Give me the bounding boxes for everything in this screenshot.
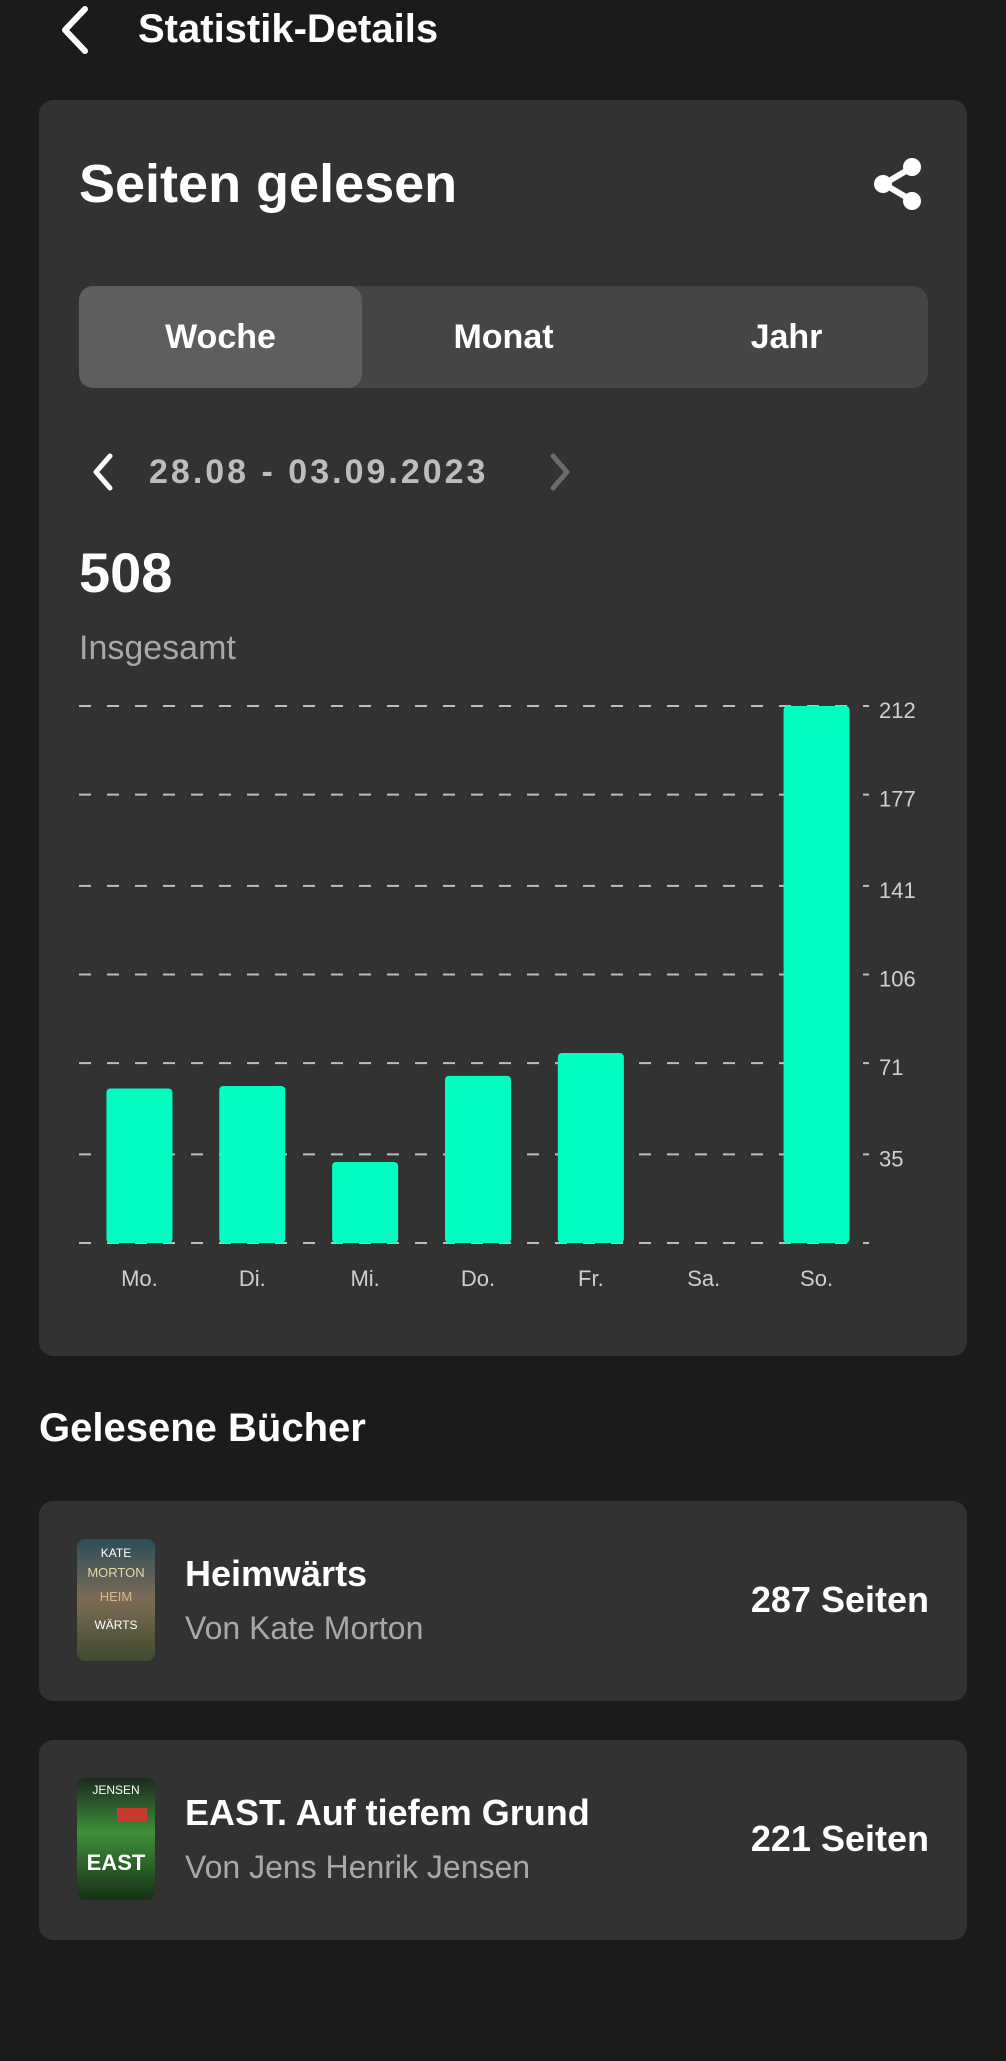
next-period-button[interactable] <box>540 446 580 498</box>
page-title: Statistik-Details <box>138 7 439 51</box>
x-tick-label: So. <box>800 1266 833 1291</box>
share-icon <box>874 158 921 210</box>
cover-text: WÄRTS <box>94 1618 137 1632</box>
chevron-left-icon <box>93 453 113 491</box>
cover-text: MORTON <box>87 1565 144 1580</box>
book-item[interactable]: JENSEN EAST EAST. Auf tiefem Grund Von J… <box>39 1740 967 1940</box>
cover-text: JENSEN <box>92 1783 139 1797</box>
x-tick-label: Mo. <box>121 1266 158 1291</box>
chart-bar <box>219 1085 286 1243</box>
cover-text: KATE <box>101 1546 131 1560</box>
share-button[interactable] <box>871 156 927 212</box>
y-tick-label: 177 <box>879 787 916 812</box>
pages-read-card: Seiten gelesen Woche Monat Jahr 28.08 - … <box>39 100 967 1356</box>
back-button[interactable] <box>50 2 100 58</box>
x-tick-label: Do. <box>461 1266 495 1291</box>
book-title: EAST. Auf tiefem Grund <box>185 1792 590 1833</box>
y-tick-label: 106 <box>879 967 916 992</box>
tab-monat[interactable]: Monat <box>453 317 554 356</box>
x-tick-label: Mi. <box>350 1266 379 1291</box>
books-section-title: Gelesene Bücher <box>39 1406 366 1450</box>
y-tick-label: 141 <box>879 878 916 903</box>
total-value: 508 <box>79 541 173 604</box>
x-tick-label: Fr. <box>578 1266 604 1291</box>
chart-bar <box>106 1088 173 1243</box>
chart-bar <box>557 1053 624 1243</box>
card-title: Seiten gelesen <box>79 154 458 214</box>
previous-period-button[interactable] <box>83 446 123 498</box>
x-tick-label: Di. <box>239 1266 266 1291</box>
chart-bar <box>445 1075 511 1243</box>
cover-text: EAST <box>87 1850 146 1875</box>
book-author: Von Jens Henrik Jensen <box>185 1849 531 1885</box>
cover-text: HEIM <box>100 1589 133 1604</box>
y-tick-label: 71 <box>879 1055 903 1080</box>
book-title: Heimwärts <box>185 1553 368 1594</box>
y-tick-label: 35 <box>879 1146 903 1171</box>
book-cover: KATE MORTON HEIM WÄRTS <box>77 1539 155 1661</box>
period-tabs: Woche Monat Jahr <box>79 286 928 388</box>
top-bar: Statistik-Details <box>0 0 1006 60</box>
book-pages: 221 Seiten <box>750 1818 929 1859</box>
book-author: Von Kate Morton <box>185 1610 424 1646</box>
date-range: 28.08 - 03.09.2023 <box>149 453 489 491</box>
book-pages: 287 Seiten <box>750 1579 929 1620</box>
chevron-left-icon <box>62 6 88 54</box>
book-item[interactable]: KATE MORTON HEIM WÄRTS Heimwärts Von Kat… <box>39 1501 967 1701</box>
x-tick-label: Sa. <box>687 1266 720 1291</box>
y-tick-label: 212 <box>879 698 916 723</box>
tab-woche[interactable]: Woche <box>79 286 362 388</box>
chevron-right-icon <box>550 453 570 491</box>
book-cover: JENSEN EAST <box>77 1778 155 1900</box>
total-label: Insgesamt <box>79 629 236 667</box>
chart-bar <box>332 1161 399 1243</box>
tab-jahr[interactable]: Jahr <box>750 317 823 356</box>
chart-bar <box>783 706 850 1243</box>
